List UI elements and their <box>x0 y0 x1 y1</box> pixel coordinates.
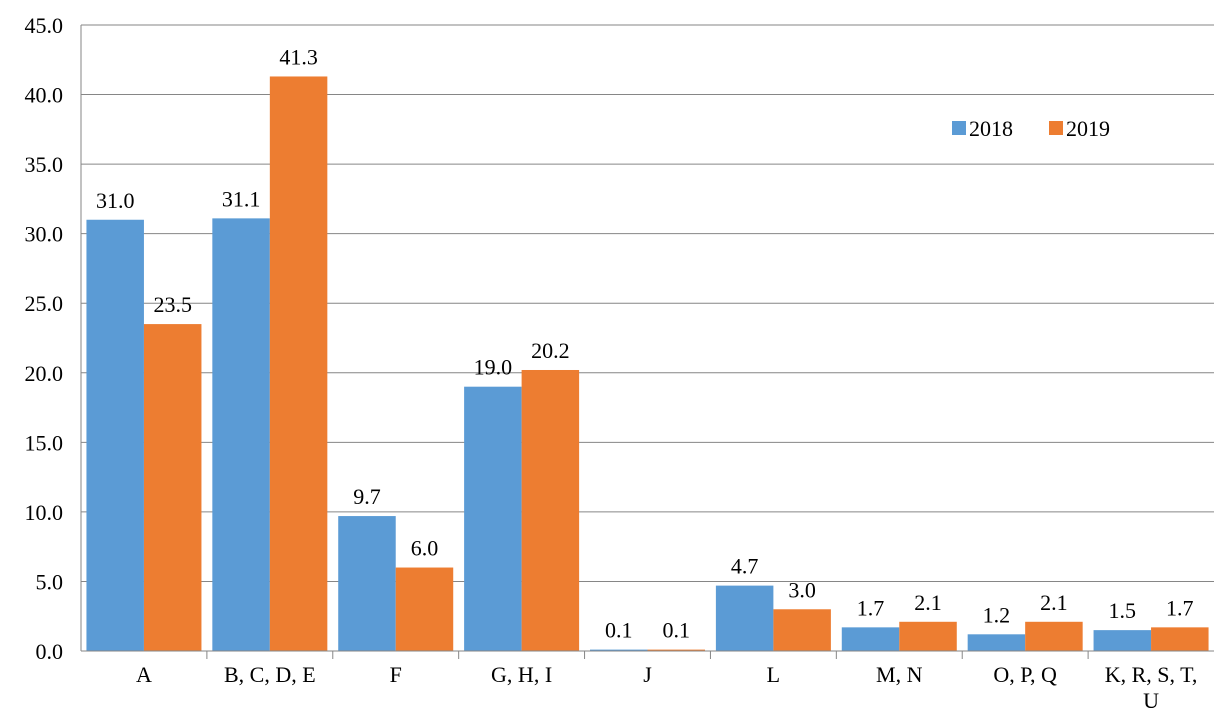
x-tick-label: J <box>643 662 652 687</box>
bar-2018 <box>1093 630 1152 651</box>
data-label-2019: 1.7 <box>1166 595 1194 620</box>
axes: 0.0 5.0 10.0 15.0 20.0 25.0 30.0 35.0 40.0 45.0 A B… <box>25 13 1214 713</box>
data-label-2018: 31.0 <box>96 188 135 213</box>
x-tick-label: M, N <box>876 662 923 687</box>
data-label-2019: 23.5 <box>153 292 192 317</box>
legend-swatch-2019 <box>1049 121 1063 135</box>
data-labels: 31.0 23.5 31.1 41.3 9.7 6.0 19.0 20.2 0.1 0.1 4.7 3… <box>96 44 1194 642</box>
x-tick-label: K, R, S, T, U <box>1105 662 1198 713</box>
bar-2019 <box>521 369 580 651</box>
data-label-2018: 31.1 <box>222 186 261 211</box>
data-label-2018: 4.7 <box>731 554 759 579</box>
bar-2019 <box>395 567 454 651</box>
data-label-2018: 1.5 <box>1109 598 1137 623</box>
bar-2018 <box>841 627 900 651</box>
bar-2019 <box>1025 621 1083 651</box>
x-tick-label: F <box>390 662 402 687</box>
x-tick-label: L <box>767 662 780 687</box>
bar-2018 <box>590 649 648 651</box>
data-label-2018: 0.1 <box>605 618 633 643</box>
x-tick-label: O, P, Q <box>993 662 1057 687</box>
y-tick-label: 25.0 <box>25 291 64 316</box>
bar-2018 <box>464 386 522 651</box>
y-tick-label: 15.0 <box>25 430 64 455</box>
x-tick-label: G, H, I <box>491 662 552 687</box>
y-tick-label: 30.0 <box>25 222 64 247</box>
bar-2019 <box>899 621 957 651</box>
bar-2018 <box>967 634 1026 651</box>
y-tick-label: 35.0 <box>25 152 64 177</box>
y-tick-label: 20.0 <box>25 361 64 386</box>
data-label-2018: 19.0 <box>474 355 513 380</box>
bar-2019 <box>269 76 328 651</box>
bars <box>86 76 1209 651</box>
y-tick-label: 10.0 <box>25 500 64 525</box>
data-label-2019: 2.1 <box>914 590 942 615</box>
bar-2019 <box>1151 627 1209 651</box>
legend: 2018 2019 <box>952 116 1110 141</box>
legend-swatch-2018 <box>952 121 966 135</box>
x-tick-label: B, C, D, E <box>224 662 316 687</box>
x-tick-label: A <box>136 662 152 687</box>
legend-label-2019: 2019 <box>1066 116 1110 141</box>
bar-2018 <box>212 218 270 651</box>
data-label-2018: 9.7 <box>353 484 381 509</box>
legend-label-2018: 2018 <box>969 116 1013 141</box>
bar-2018 <box>338 516 396 651</box>
y-tick-label: 0.0 <box>36 639 64 664</box>
data-label-2019: 0.1 <box>663 618 691 643</box>
data-label-2019: 41.3 <box>279 44 318 69</box>
data-label-2019: 3.0 <box>788 577 816 602</box>
data-label-2019: 20.2 <box>531 338 570 363</box>
bar-2019 <box>143 324 202 651</box>
bar-2019 <box>647 649 705 651</box>
data-label-2018: 1.7 <box>857 595 885 620</box>
data-label-2018: 1.2 <box>983 602 1011 627</box>
y-tick-label: 5.0 <box>36 569 64 594</box>
bar-2019 <box>773 609 831 651</box>
y-tick-label: 40.0 <box>25 83 64 108</box>
y-tick-label: 45.0 <box>25 13 64 38</box>
bar-2018 <box>715 585 774 651</box>
data-label-2019: 6.0 <box>411 536 439 561</box>
bar-2018 <box>86 219 144 651</box>
data-label-2019: 2.1 <box>1040 590 1068 615</box>
